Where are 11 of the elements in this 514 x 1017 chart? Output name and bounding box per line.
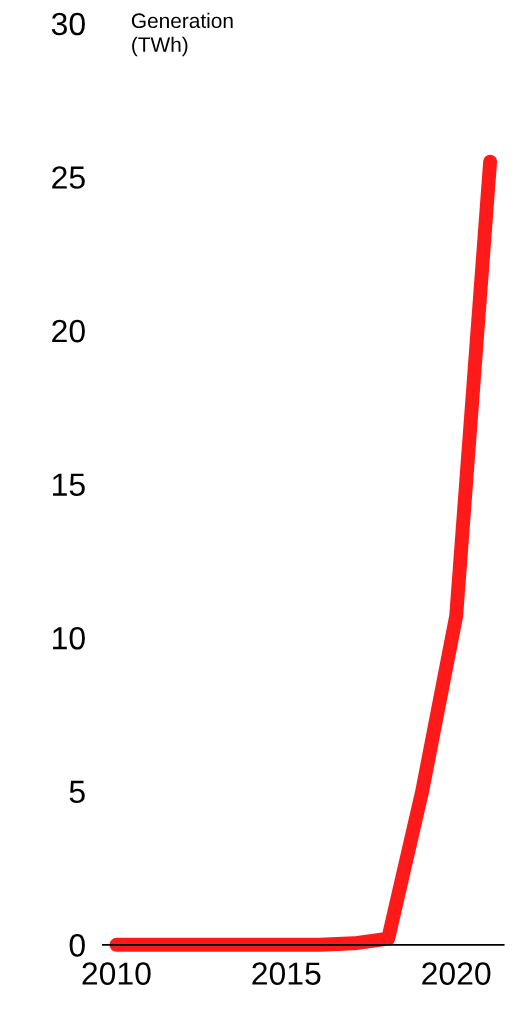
- y-tick-label: 0: [69, 934, 85, 957]
- x-tick-label: 2010: [82, 962, 151, 985]
- y-tick-label: 10: [53, 626, 85, 650]
- y-axis-title: Generation (TWh): [131, 12, 233, 57]
- x-tick-label: 2015: [252, 962, 321, 985]
- y-tick-label: 25: [52, 166, 85, 189]
- y-tick-label: 5: [69, 780, 85, 804]
- y-tick-label: 30: [51, 12, 85, 36]
- y-tick-label: 15: [53, 473, 85, 496]
- y-tick-label: 20: [52, 319, 85, 343]
- x-tick-label: 2020: [422, 962, 491, 985]
